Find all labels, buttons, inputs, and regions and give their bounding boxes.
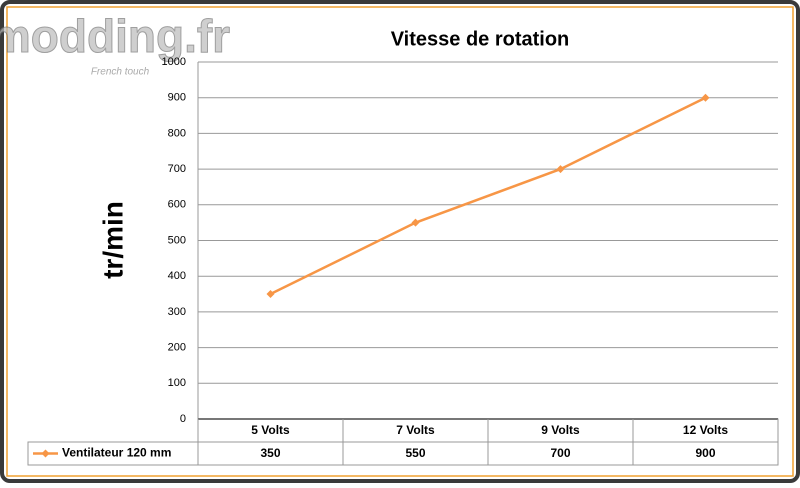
series-line <box>269 96 707 296</box>
legend-cell <box>27 441 199 466</box>
y-tick-label: 300 <box>168 306 186 318</box>
point-marker <box>266 290 275 299</box>
x-tick-label: 5 Volts <box>251 423 290 437</box>
logo: modding.fr <box>0 10 230 62</box>
y-tick-label: 1000 <box>162 56 186 68</box>
y-tick-label: 200 <box>168 342 186 354</box>
y-tick-label: 700 <box>168 163 186 175</box>
table-value: 550 <box>405 446 425 460</box>
legend-label: Ventilateur 120 mm <box>62 446 171 460</box>
chart-title: Vitesse de rotation <box>391 28 570 50</box>
inner-frame <box>6 6 794 477</box>
table-value: 700 <box>550 446 570 460</box>
point-marker <box>556 165 565 174</box>
y-tick-label: 0 <box>180 413 186 425</box>
y-tick-label: 100 <box>168 377 186 389</box>
logo-tagline: French touch <box>91 67 150 78</box>
x-tick-label: 7 Volts <box>396 423 435 437</box>
y-tick-label: 600 <box>168 199 186 211</box>
point-marker <box>701 93 710 102</box>
y-tick-label: 900 <box>168 92 186 104</box>
table-value: 350 <box>260 446 280 460</box>
point-marker <box>411 218 420 227</box>
x-tick-label: 12 Volts <box>683 423 728 437</box>
y-tick-label: 500 <box>168 234 186 246</box>
legend-marker <box>41 449 50 458</box>
y-axis-label: tr/min <box>97 201 128 279</box>
table-value: 900 <box>695 446 715 460</box>
y-tick-label: 400 <box>168 270 186 282</box>
y-tick-label: 800 <box>168 127 186 139</box>
x-tick-label: 9 Volts <box>541 423 580 437</box>
